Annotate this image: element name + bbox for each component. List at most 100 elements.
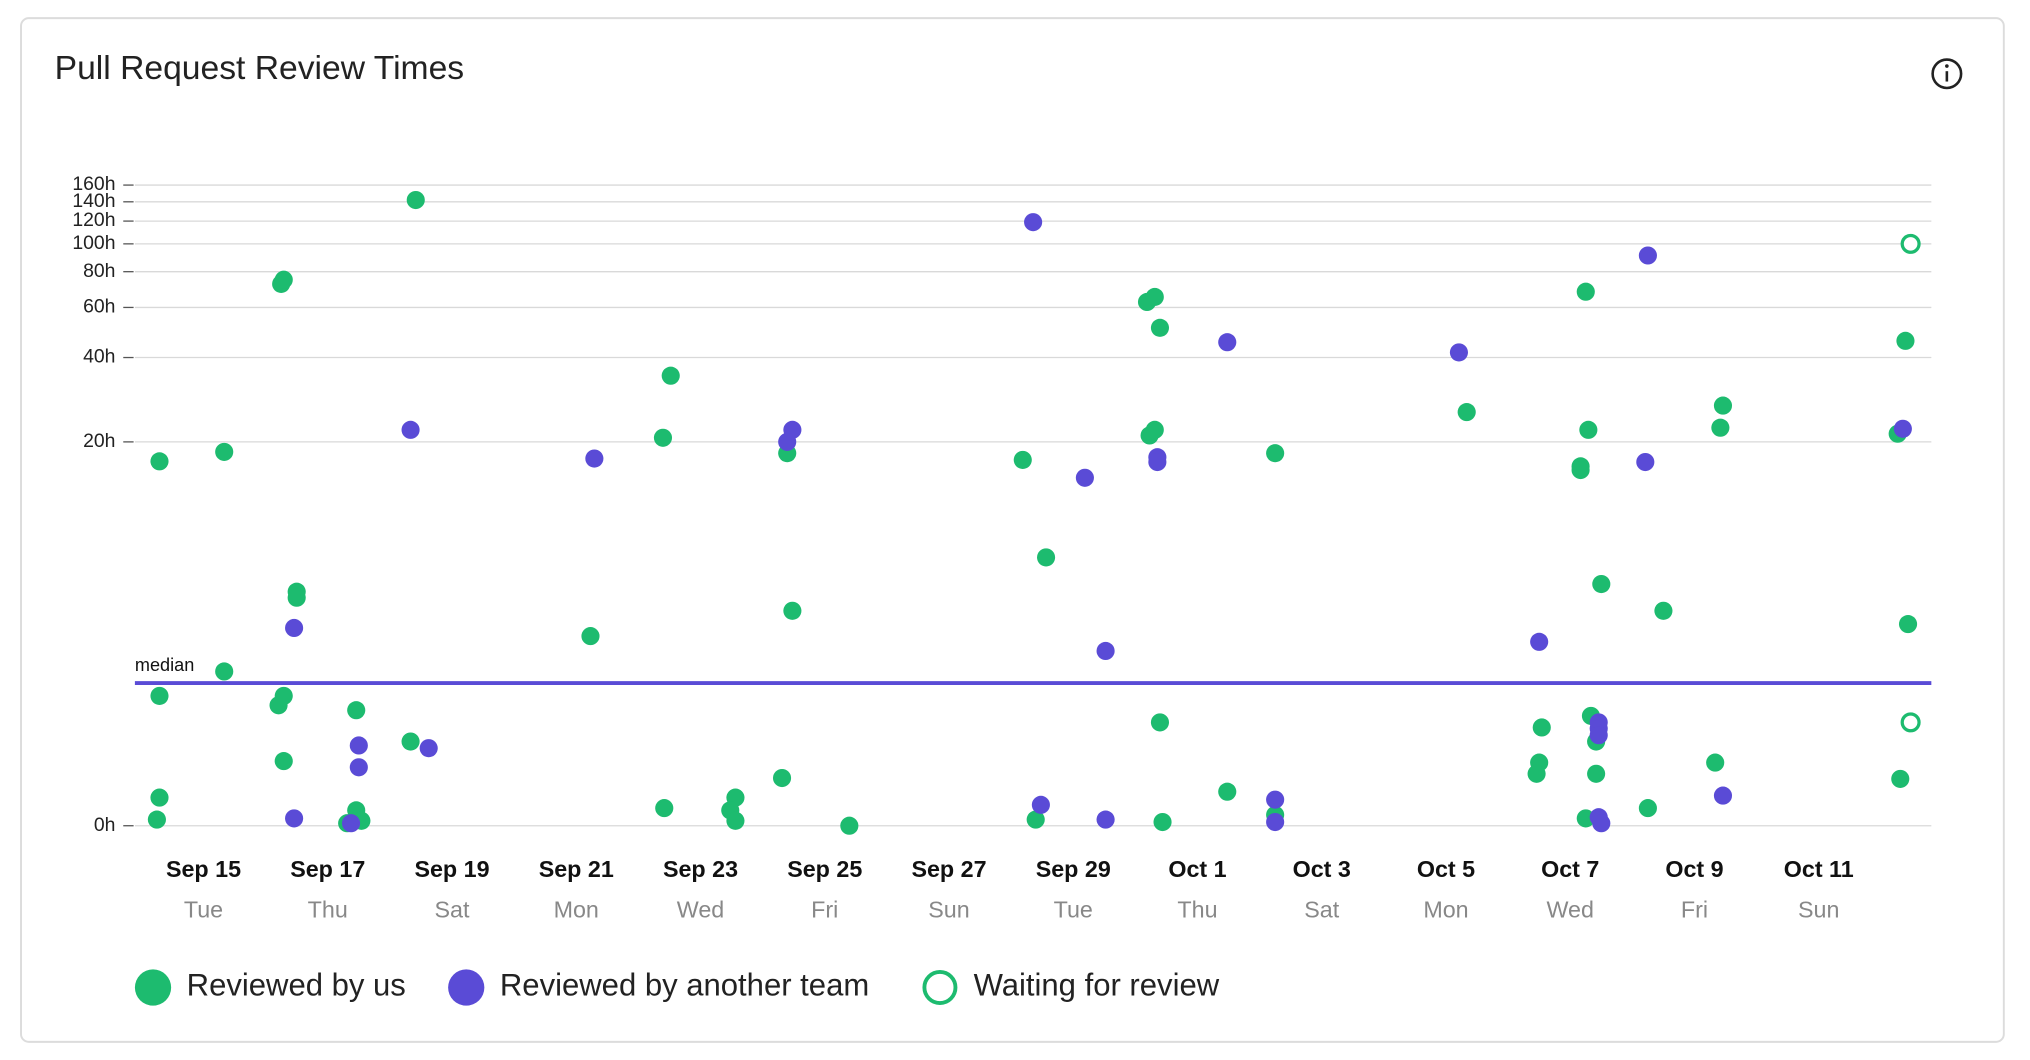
data-point (1096, 641, 1115, 661)
data-point (1576, 282, 1595, 301)
x-tick-weekday: Thu (308, 896, 348, 922)
x-tick-weekday: Tue (184, 896, 223, 922)
x-tick-label: Oct 9 (1665, 856, 1723, 882)
data-point (1527, 764, 1546, 783)
x-tick-label: Oct 11 (1784, 856, 1854, 882)
x-tick-weekday: Wed (677, 896, 724, 922)
x-tick-weekday: Mon (554, 896, 599, 922)
x-tick-weekday: Sat (435, 896, 470, 922)
info-icon-dot (1945, 64, 1949, 68)
data-point (1150, 318, 1170, 337)
data-point (150, 686, 169, 705)
data-point (1449, 343, 1468, 362)
card-frame (20, 17, 2005, 1043)
data-point (840, 816, 859, 835)
data-point (778, 432, 797, 451)
x-tick-weekday: Thu (1177, 896, 1217, 922)
data-point (661, 366, 680, 385)
data-point (1638, 246, 1657, 265)
data-point (1532, 718, 1551, 737)
x-tick-label: Sep 25 (787, 856, 862, 882)
data-point (1638, 799, 1657, 818)
data-point (147, 810, 166, 829)
x-tick-weekday: Sun (928, 896, 969, 922)
y-tick-label: 20h (83, 430, 115, 452)
x-tick-weekday: Sun (1798, 896, 1839, 922)
data-point (1266, 812, 1285, 832)
legend-label: Reviewed by another team (500, 968, 869, 1003)
data-point (347, 701, 366, 720)
data-point (581, 627, 600, 646)
x-tick-label: Sep 27 (911, 856, 986, 882)
data-point (349, 736, 368, 755)
legend-label: Waiting for review (974, 968, 1220, 1003)
legend-marker (134, 969, 172, 1006)
data-point (406, 190, 425, 210)
y-tick-label: 100h (72, 232, 115, 254)
data-point (285, 618, 304, 638)
data-point (1898, 615, 1918, 634)
x-tick-label: Oct 3 (1293, 856, 1351, 882)
data-point (1706, 753, 1725, 772)
data-point (1031, 795, 1050, 814)
data-point (655, 799, 674, 818)
x-tick-label: Oct 5 (1417, 856, 1475, 882)
data-point (1713, 396, 1733, 415)
chart-title: Pull Request Review Times (55, 50, 464, 87)
y-tick-label: 120h (72, 209, 115, 231)
data-point (1218, 333, 1237, 352)
data-point (215, 442, 234, 461)
data-point (274, 270, 293, 289)
data-point (1893, 419, 1912, 438)
data-point (1900, 712, 1921, 733)
data-point (1592, 814, 1611, 833)
data-point (1075, 468, 1094, 487)
data-point (1636, 452, 1655, 472)
info-icon-ring (1931, 58, 1963, 90)
data-point (341, 814, 361, 833)
median-label: median (135, 655, 194, 675)
info-icon[interactable] (1931, 58, 1963, 90)
x-tick-weekday: Sat (1304, 896, 1339, 922)
legend: Reviewed by us Reviewed by another team Wa… (134, 968, 1220, 1006)
data-point (1530, 632, 1549, 651)
data-point (1145, 287, 1164, 306)
data-point (1891, 769, 1910, 788)
data-point (349, 758, 368, 777)
data-point (401, 732, 420, 751)
data-point (1457, 403, 1476, 422)
data-point (1153, 812, 1172, 832)
data-point (1096, 810, 1115, 829)
data-point (274, 752, 293, 771)
x-tick-label: Sep 21 (539, 856, 614, 882)
data-point (287, 588, 306, 607)
x-tick-weekday: Tue (1054, 896, 1093, 922)
data-point (1896, 331, 1915, 350)
data-point (215, 662, 234, 681)
data-point (1654, 601, 1673, 620)
series-group (147, 190, 1918, 835)
x-tick-label: Oct 7 (1541, 856, 1599, 882)
data-point (1266, 790, 1285, 809)
data-point (1013, 450, 1032, 469)
data-point (1218, 782, 1237, 801)
data-point (150, 452, 169, 471)
series-group (1900, 233, 1921, 733)
x-tick-label: Sep 19 (414, 856, 489, 882)
y-tick-label: 140h (72, 190, 115, 212)
x-tick-label: Oct 1 (1168, 856, 1226, 882)
legend-marker (922, 970, 958, 1005)
data-point (274, 686, 293, 705)
data-point (585, 449, 604, 468)
series-group (285, 213, 1912, 833)
data-point (772, 768, 792, 788)
data-point (1150, 713, 1170, 732)
y-tick-label: 160h (72, 173, 115, 195)
data-point (401, 420, 420, 439)
data-point (285, 809, 304, 828)
x-tick-label: Sep 15 (166, 856, 241, 882)
x-tick-weekday: Fri (1681, 896, 1708, 922)
data-point (1713, 786, 1733, 805)
data-point (1037, 548, 1056, 567)
